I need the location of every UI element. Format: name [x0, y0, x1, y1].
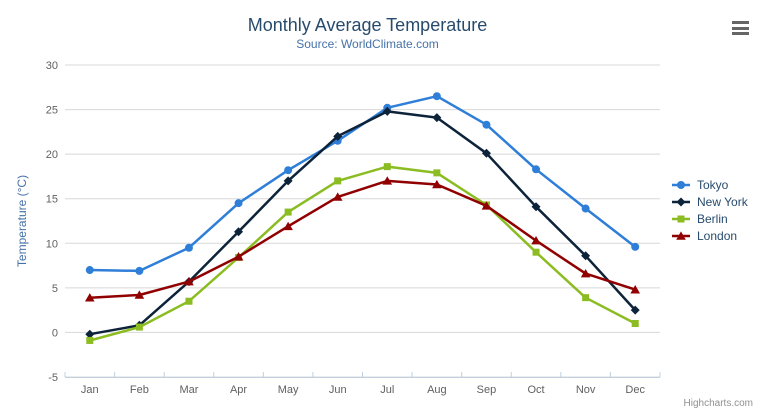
svg-text:Apr: Apr	[230, 384, 247, 396]
svg-text:Temperature (°C): Temperature (°C)	[15, 175, 29, 267]
legend-item-new-york[interactable]: New York	[672, 194, 748, 210]
legend-label: New York	[697, 195, 748, 209]
svg-text:25: 25	[46, 105, 58, 117]
legend: Tokyo New York Berlin London	[672, 177, 748, 245]
legend-item-berlin[interactable]: Berlin	[672, 211, 748, 227]
hamburger-bar	[732, 32, 749, 35]
svg-text:5: 5	[52, 283, 58, 295]
legend-item-london[interactable]: London	[672, 228, 748, 244]
legend-marker-icon	[672, 197, 690, 207]
svg-text:20: 20	[46, 149, 58, 161]
svg-text:Feb: Feb	[130, 384, 149, 396]
svg-text:Aug: Aug	[427, 384, 447, 396]
svg-text:Dec: Dec	[625, 384, 645, 396]
legend-marker-icon	[672, 215, 690, 223]
chart-subtitle: Source: WorldClimate.com	[296, 37, 439, 51]
svg-text:0: 0	[52, 327, 58, 339]
svg-text:Jul: Jul	[380, 384, 394, 396]
svg-text:Jan: Jan	[81, 384, 99, 396]
hamburger-bar	[732, 26, 749, 30]
svg-text:-5: -5	[48, 372, 58, 384]
svg-text:15: 15	[46, 194, 58, 206]
legend-marker-icon	[672, 231, 690, 240]
svg-text:Sep: Sep	[477, 384, 497, 396]
legend-item-tokyo[interactable]: Tokyo	[672, 177, 748, 193]
svg-text:Jun: Jun	[329, 384, 347, 396]
svg-text:Mar: Mar	[179, 384, 198, 396]
hamburger-bar	[732, 21, 749, 24]
hamburger-menu-icon[interactable]	[731, 20, 751, 36]
svg-text:10: 10	[46, 238, 58, 250]
svg-text:Nov: Nov	[576, 384, 596, 396]
svg-text:30: 30	[46, 60, 58, 72]
legend-marker-icon	[672, 181, 690, 189]
legend-label: Tokyo	[697, 178, 729, 192]
svg-text:Oct: Oct	[527, 384, 544, 396]
chart-title: Monthly Average Temperature	[247, 15, 488, 35]
legend-label: London	[697, 229, 738, 243]
svg-text:May: May	[278, 384, 299, 396]
credits-link[interactable]: Highcharts.com	[683, 398, 753, 409]
legend-label: Berlin	[697, 212, 728, 226]
